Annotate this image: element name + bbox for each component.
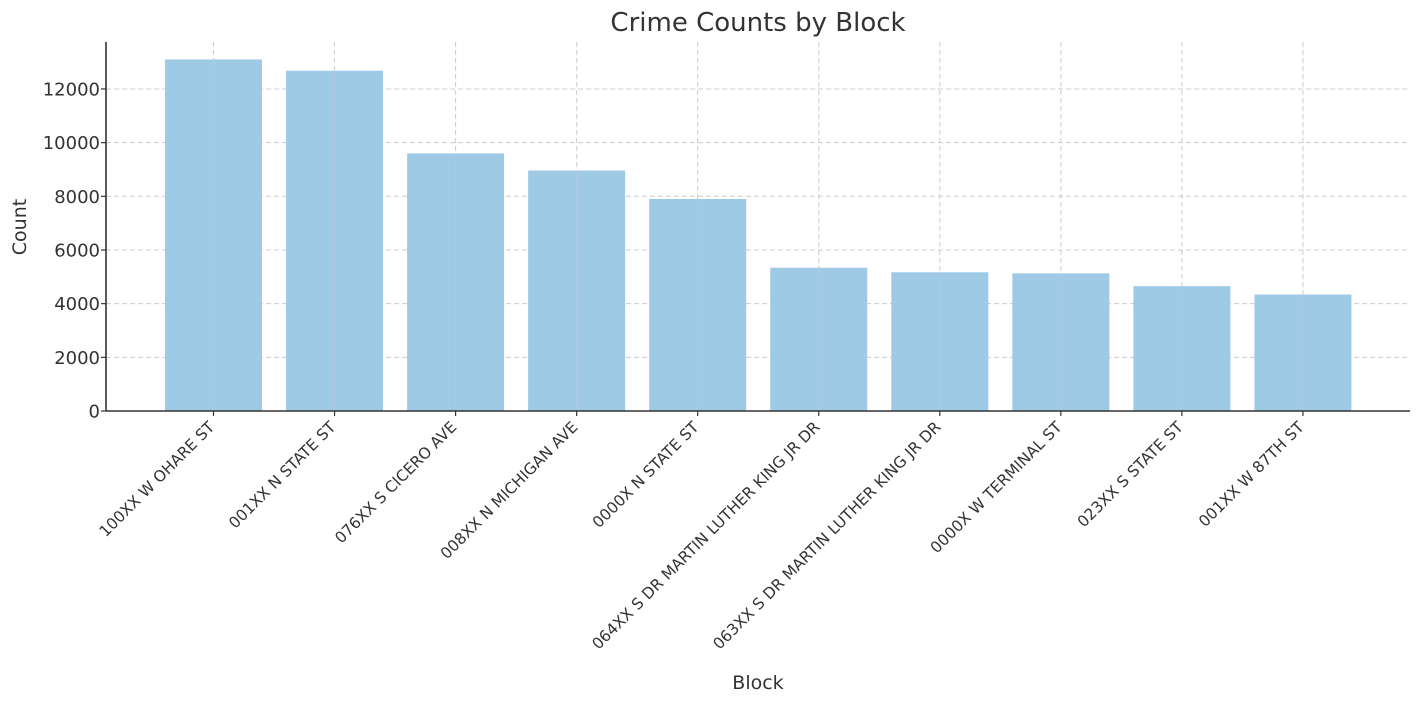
- x-tick-label: 023XX S STATE ST: [1074, 418, 1187, 531]
- axes: [105, 42, 1410, 412]
- chart-title: Crime Counts by Block: [610, 8, 905, 38]
- x-tick-label: 0000X W TERMINAL ST: [927, 418, 1066, 557]
- x-tick-label: 076XX S CICERO AVE: [331, 418, 460, 547]
- x-tick-label: 008XX N MICHIGAN AVE: [437, 418, 582, 563]
- x-axis-title: Block: [732, 672, 783, 694]
- x-tick-label: 100XX W OHARE ST: [96, 418, 219, 541]
- x-tick-label: 063XX S DR MARTIN LUTHER KING JR DR: [710, 418, 945, 653]
- x-tick-label: 001XX W 87TH ST: [1195, 418, 1308, 531]
- y-ticks: 0 2000 4000 6000 8000 10000 12000: [43, 79, 106, 423]
- y-axis-title: Count: [9, 199, 31, 255]
- y-tick-label: 10000: [43, 133, 100, 154]
- y-tick-label: 2000: [54, 348, 100, 369]
- y-tick-label: 4000: [54, 294, 100, 315]
- y-tick-label: 6000: [54, 240, 100, 261]
- x-tick-label: 0000X N STATE ST: [589, 418, 703, 532]
- x-tick-label: 001XX N STATE ST: [225, 418, 339, 532]
- bars: [165, 59, 1352, 412]
- x-tick-label: 064XX S DR MARTIN LUTHER KING JR DR: [589, 418, 824, 653]
- y-tick-label: 0: [89, 402, 100, 423]
- bar: [770, 267, 868, 411]
- y-tick-label: 12000: [43, 79, 100, 100]
- y-tick-label: 8000: [54, 187, 100, 208]
